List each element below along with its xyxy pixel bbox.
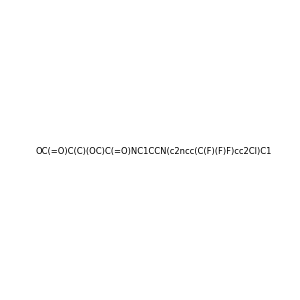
Text: OC(=O)C(C)(OC)C(=O)NC1CCN(c2ncc(C(F)(F)F)cc2Cl)C1: OC(=O)C(C)(OC)C(=O)NC1CCN(c2ncc(C(F)(F)F…: [36, 147, 272, 156]
